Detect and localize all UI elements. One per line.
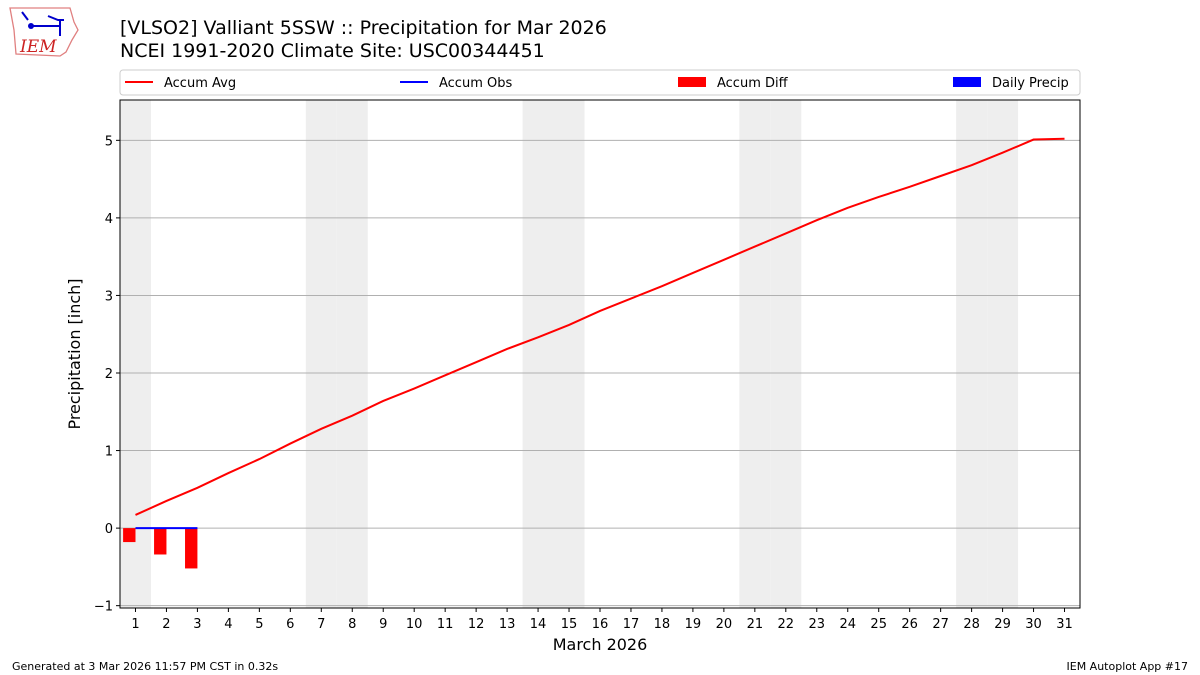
accum-diff-bar: [123, 528, 136, 543]
x-tick-label: 17: [623, 617, 640, 632]
weekend-shade: [739, 100, 771, 608]
x-tick-label: 15: [561, 617, 578, 632]
x-tick-label: 9: [379, 617, 387, 632]
x-tick-label: 8: [348, 617, 356, 632]
x-tick-label: 26: [901, 617, 918, 632]
x-tick-label: 22: [778, 617, 795, 632]
y-tick-label: 0: [105, 522, 113, 537]
x-tick-label: 19: [685, 617, 702, 632]
x-tick-label: 5: [255, 617, 263, 632]
accum-diff-bar: [185, 528, 198, 569]
x-tick-label: 18: [654, 617, 671, 632]
weekend-shade: [522, 100, 554, 608]
legend-swatch: [953, 77, 981, 87]
iem-logo: IEM: [9, 7, 79, 57]
x-tick-label: 31: [1056, 617, 1073, 632]
accum-avg-line: [135, 137, 1065, 516]
x-tick-label: 25: [870, 617, 887, 632]
legend-label: Accum Avg: [164, 76, 236, 91]
weekend-shade: [956, 100, 988, 608]
weekend-shade: [120, 100, 151, 608]
legend-swatch: [678, 77, 706, 87]
x-tick-label: 29: [994, 617, 1011, 632]
x-tick-label: 4: [224, 617, 232, 632]
weekend-shade: [336, 100, 368, 608]
x-tick-label: 7: [317, 617, 325, 632]
legend-label: Accum Diff: [717, 76, 789, 91]
y-tick-label: 4: [105, 212, 113, 227]
x-tick-label: 21: [747, 617, 764, 632]
x-tick-label: 20: [716, 617, 733, 632]
legend-label: Daily Precip: [992, 76, 1069, 91]
legend-box: [119, 69, 1081, 96]
x-tick-label: 12: [468, 617, 485, 632]
app-footer: IEM Autoplot App #17: [1066, 660, 1189, 673]
weekend-shade: [770, 100, 802, 608]
x-tick-label: 11: [437, 617, 454, 632]
x-tick-label: 13: [499, 617, 516, 632]
plot-frame: [119, 99, 1081, 609]
x-tick-label: 23: [809, 617, 826, 632]
x-tick-label: 10: [406, 617, 423, 632]
generated-footer: Generated at 3 Mar 2026 11:57 PM CST in …: [12, 660, 279, 673]
x-tick-label: 14: [530, 617, 547, 632]
x-tick-label: 27: [932, 617, 949, 632]
x-tick-label: 30: [1025, 617, 1042, 632]
x-tick-label: 24: [839, 617, 856, 632]
weekend-shade: [553, 100, 585, 608]
y-tick-label: −1: [94, 600, 113, 615]
x-tick-label: 28: [963, 617, 980, 632]
legend-label: Accum Obs: [439, 76, 512, 91]
x-tick-label: 3: [193, 617, 201, 632]
weekend-shade: [987, 100, 1019, 608]
x-tick-label: 16: [592, 617, 609, 632]
x-tick-label: 6: [286, 617, 294, 632]
x-axis-label: March 2026: [553, 635, 648, 654]
y-tick-label: 3: [105, 289, 113, 304]
y-tick-label: 5: [105, 134, 113, 149]
weekend-shade: [305, 100, 337, 608]
y-tick-label: 1: [105, 445, 113, 460]
x-tick-label: 2: [162, 617, 170, 632]
chart-subtitle: NCEI 1991-2020 Climate Site: USC00344451: [120, 40, 545, 62]
y-axis-label: Precipitation [inch]: [65, 278, 84, 429]
accum-diff-bar: [154, 528, 167, 555]
x-tick-label: 1: [131, 617, 139, 632]
svg-text:IEM: IEM: [19, 37, 57, 57]
chart-title: [VLSO2] Valliant 5SSW :: Precipitation f…: [120, 17, 607, 39]
y-tick-label: 2: [105, 367, 113, 382]
